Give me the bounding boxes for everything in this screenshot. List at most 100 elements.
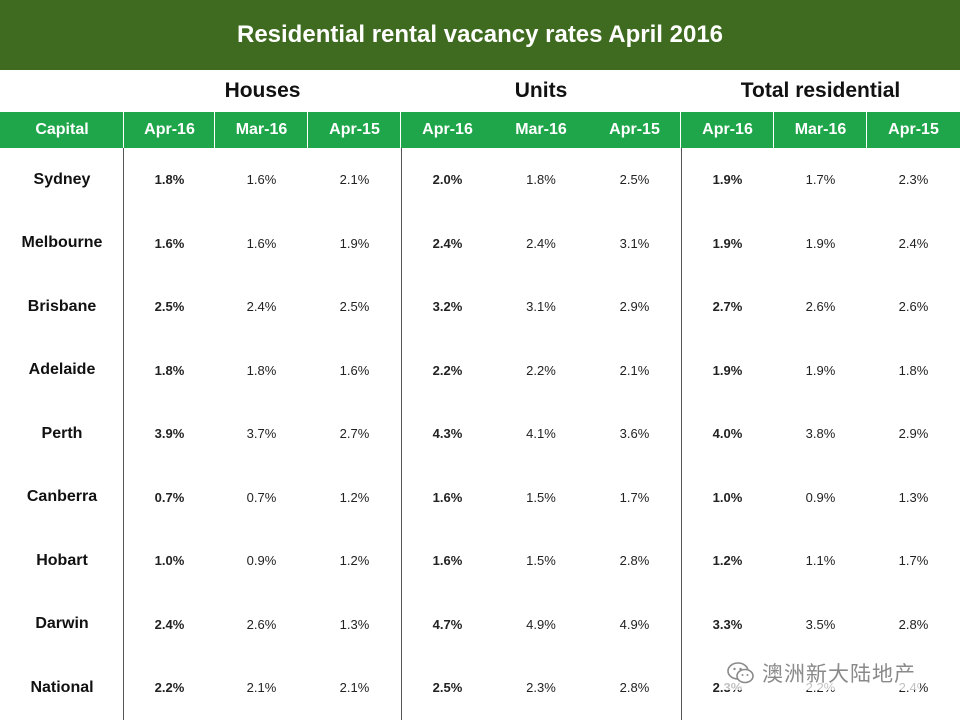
table-cell: 2.6% xyxy=(246,616,277,632)
header-divider xyxy=(307,112,308,148)
row-city: Adelaide xyxy=(28,361,96,379)
table-cell: 3.2% xyxy=(432,299,463,315)
table-cell: 3.7% xyxy=(246,426,277,442)
table-cell: 1.2% xyxy=(339,553,370,569)
table-cell: 2.1% xyxy=(246,680,277,696)
table-cell: 3.1% xyxy=(526,299,556,315)
table-cell: 0.7% xyxy=(154,489,185,505)
table-cell: 2.0% xyxy=(432,172,463,188)
table-cell: 4.9% xyxy=(526,616,556,632)
watermark: 澳洲新大陆地产 xyxy=(722,656,920,690)
table-cell: 3.8% xyxy=(805,426,836,442)
table-cell: 1.6% xyxy=(432,489,463,505)
table-cell: 2.6% xyxy=(805,299,836,315)
table-cell: 1.9% xyxy=(712,172,743,188)
table-cell: 1.0% xyxy=(712,489,743,505)
table-cell: 2.6% xyxy=(898,299,929,315)
table-cell: 2.2% xyxy=(526,362,556,378)
col-houses-apr16: Apr-16 xyxy=(144,121,195,138)
table-cell: 1.1% xyxy=(805,553,836,569)
table-cell: 1.6% xyxy=(339,362,370,378)
table-cell: 0.9% xyxy=(805,489,836,505)
table-cell: 1.5% xyxy=(526,489,556,505)
table-cell: 1.8% xyxy=(526,172,556,188)
row-city: Melbourne xyxy=(21,234,103,252)
title-text: Residential rental vacancy rates April 2… xyxy=(236,21,724,48)
header-divider xyxy=(773,112,774,148)
col-houses-mar16: Mar-16 xyxy=(235,121,288,138)
row-city: Canberra xyxy=(26,488,98,506)
table-cell: 2.3% xyxy=(898,172,929,188)
table-cell: 1.5% xyxy=(526,553,556,569)
table-cell: 2.8% xyxy=(619,553,650,569)
table-cell: 1.8% xyxy=(154,362,185,378)
table-cell: 2.5% xyxy=(619,172,650,188)
table-cell: 2.5% xyxy=(154,299,185,315)
table-cell: 2.1% xyxy=(339,680,370,696)
table-cell: 2.2% xyxy=(154,680,185,696)
table-cell: 1.8% xyxy=(898,362,929,378)
table-cell: 1.3% xyxy=(898,489,929,505)
group-houses: Houses xyxy=(224,79,301,102)
col-capital: Capital xyxy=(35,121,89,138)
table-cell: 4.0% xyxy=(712,426,743,442)
header-divider xyxy=(123,112,124,148)
table-cell: 1.8% xyxy=(246,362,277,378)
table-cell: 2.9% xyxy=(898,426,929,442)
col-units-apr16: Apr-16 xyxy=(422,121,473,138)
column-divider xyxy=(681,148,682,720)
column-header-row: Capital Apr-16 Mar-16 Apr-15 Apr-16 Mar-… xyxy=(0,112,960,148)
table-row: Hobart 1.0% 0.9% 1.2% 1.6% 1.5% 2.8% 1.2% 1.1% 1.… xyxy=(0,529,960,593)
table-cell: 2.2% xyxy=(432,362,463,378)
table-cell: 4.7% xyxy=(432,616,463,632)
row-city: Darwin xyxy=(35,615,89,633)
row-city: Sydney xyxy=(33,170,91,188)
row-city: Hobart xyxy=(36,551,88,569)
table-cell: 2.8% xyxy=(619,680,650,696)
table-cell: 2.7% xyxy=(712,299,743,315)
table-cell: 1.6% xyxy=(246,172,277,188)
header-divider xyxy=(866,112,867,148)
table-cell: 4.3% xyxy=(432,426,463,442)
table-cell: 1.8% xyxy=(154,172,185,188)
table-cell: 1.9% xyxy=(805,235,836,251)
table-cell: 2.4% xyxy=(526,235,556,251)
table-cell: 1.9% xyxy=(339,235,370,251)
column-divider xyxy=(401,148,402,720)
table-cell: 3.1% xyxy=(619,235,650,251)
page-title: Residential rental vacancy rates April 2… xyxy=(0,0,960,70)
table-cell: 2.3% xyxy=(526,680,556,696)
table-cell: 0.9% xyxy=(246,553,277,569)
table-cell: 2.4% xyxy=(432,235,463,251)
table-cell: 3.5% xyxy=(805,616,836,632)
table-cell: 1.6% xyxy=(246,235,277,251)
table-row: Adelaide 1.8% 1.8% 1.6% 2.2% 2.2% 2.1% 1.9% 1.9%… xyxy=(0,339,960,403)
table-cell: 2.4% xyxy=(898,235,929,251)
col-total-apr16: Apr-16 xyxy=(702,121,753,138)
wechat-icon xyxy=(727,662,754,684)
table-cell: 1.7% xyxy=(619,489,650,505)
table-cell: 1.6% xyxy=(432,553,463,569)
table-row: Perth 3.9% 3.7% 2.7% 4.3% 4.1% 3.6% 4.0% 3.8% 2.9… xyxy=(0,402,960,466)
table-cell: 1.9% xyxy=(712,362,743,378)
table-cell: 1.0% xyxy=(154,553,185,569)
col-units-apr15: Apr-15 xyxy=(609,121,660,138)
table-cell: 1.7% xyxy=(898,553,929,569)
table-cell: 2.9% xyxy=(619,299,650,315)
table-cell: 1.9% xyxy=(712,235,743,251)
table-cell: 1.7% xyxy=(805,172,836,188)
table-cell: 3.6% xyxy=(619,426,650,442)
column-divider xyxy=(123,148,124,720)
table-cell: 4.1% xyxy=(526,426,556,442)
table-cell: 3.9% xyxy=(154,426,185,442)
row-city: Perth xyxy=(41,424,83,442)
table-cell: 2.7% xyxy=(339,426,370,442)
table-cell: 2.1% xyxy=(619,362,650,378)
table-row: Sydney 1.8% 1.6% 2.1% 2.0% 1.8% 2.5% 1.9% 1.7% 2.… xyxy=(0,148,960,212)
table-cell: 4.9% xyxy=(619,616,650,632)
col-total-apr15: Apr-15 xyxy=(888,121,939,138)
table-cell: 1.9% xyxy=(805,362,836,378)
table-cell: 1.3% xyxy=(339,616,370,632)
header-divider xyxy=(214,112,215,148)
table-cell: 2.5% xyxy=(339,299,370,315)
